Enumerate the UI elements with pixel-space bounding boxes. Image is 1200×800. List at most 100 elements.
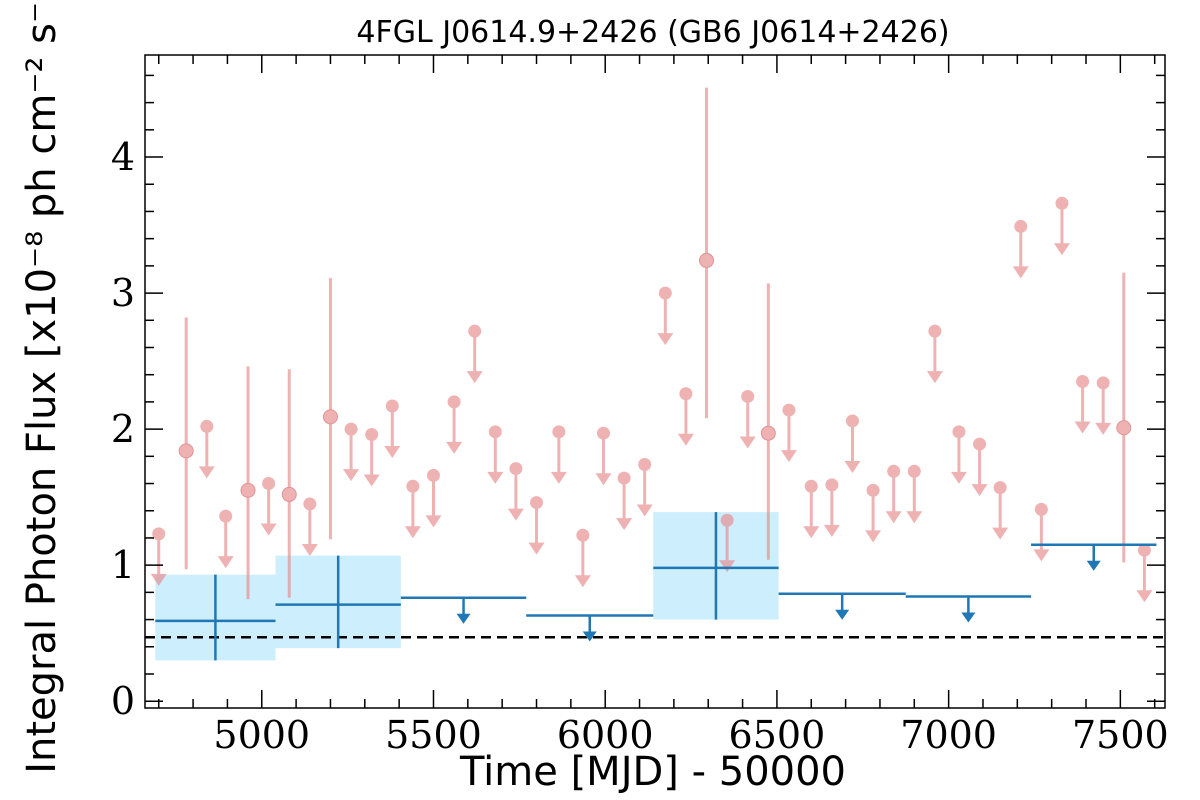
- upper-limit-marker: [1014, 219, 1028, 233]
- upper-limit-arrow: [950, 471, 967, 484]
- upper-limit-marker: [720, 513, 734, 527]
- short-bin-point-40: [992, 481, 1009, 540]
- upper-limit-marker: [638, 457, 652, 471]
- x-tick-label: 5000: [213, 713, 310, 757]
- upper-limit-marker: [845, 414, 859, 428]
- long-bin-ul-arrow: [961, 612, 976, 623]
- upper-limit-marker: [488, 425, 502, 439]
- upper-limit-arrow: [1074, 421, 1091, 434]
- long-bin-ul-arrow: [456, 613, 471, 624]
- long-bin-0: [155, 574, 276, 661]
- upper-limit-arrow: [677, 433, 694, 446]
- short-bin-point-23: [636, 457, 653, 517]
- short-bin-point-35: [885, 464, 902, 524]
- upper-limit-arrow: [384, 445, 401, 458]
- long-bin-ul-arrow: [582, 631, 597, 642]
- upper-limit-arrow: [992, 527, 1009, 540]
- upper-limit-marker: [741, 389, 755, 403]
- upper-limit-marker: [219, 509, 233, 523]
- upper-limit-arrow: [507, 508, 524, 521]
- upper-limit-arrow: [739, 436, 756, 449]
- upper-limit-marker: [552, 425, 566, 439]
- short-bin-point-42: [1033, 502, 1050, 562]
- upper-limit-arrow: [823, 524, 840, 537]
- short-bin-point-32: [823, 478, 840, 537]
- short-bin-point-20: [574, 528, 591, 588]
- upper-limit-marker: [1137, 543, 1151, 557]
- upper-limit-arrow: [198, 466, 215, 479]
- short-bin-point-41: [1012, 219, 1029, 279]
- upper-limit-arrow: [528, 542, 545, 555]
- upper-limit-marker: [468, 324, 482, 338]
- upper-limit-marker: [825, 478, 839, 492]
- long-bin-ul-arrow: [1086, 560, 1101, 571]
- long-bin-2: [400, 596, 527, 624]
- short-bin-point-46: [1116, 272, 1132, 563]
- upper-limit-arrow: [425, 515, 442, 528]
- short-bin-point-27: [719, 513, 736, 573]
- short-bin-point-3: [217, 509, 234, 569]
- chart-axes: 0 1 2 3 4 5000 5500 6000 6500 7000 7500: [111, 54, 1169, 757]
- short-bin-point-14: [446, 395, 463, 454]
- data-point-marker: [760, 425, 776, 441]
- short-bin-point-26: [699, 87, 715, 419]
- upper-limit-arrow: [657, 333, 674, 346]
- upper-limit-marker: [385, 399, 399, 413]
- long-bin-5: [778, 592, 906, 620]
- short-bin-point-1: [178, 317, 194, 570]
- upper-limit-marker: [530, 496, 544, 510]
- long-bin-7: [1031, 543, 1157, 571]
- short-bin-point-18: [528, 496, 545, 555]
- upper-limit-arrow: [926, 371, 943, 384]
- upper-limit-marker: [509, 462, 523, 476]
- short-bin-point-21: [595, 426, 612, 486]
- upper-limit-arrow: [803, 526, 820, 539]
- upper-limit-arrow: [404, 526, 421, 539]
- short-bin-point-36: [906, 464, 923, 524]
- upper-limit-arrow: [971, 484, 988, 497]
- upper-limit-marker: [303, 497, 317, 511]
- short-bin-point-22: [616, 471, 633, 531]
- chart-marks: [145, 87, 1165, 661]
- chart-title: 4FGL J0614.9+2426 (GB6 J0614+2426): [356, 15, 949, 50]
- upper-limit-arrow: [574, 575, 591, 588]
- plot-frame: [144, 54, 1166, 709]
- short-bin-point-12: [404, 479, 421, 539]
- upper-limit-marker: [928, 324, 942, 338]
- short-bin-point-28: [739, 389, 756, 449]
- upper-limit-arrow: [885, 511, 902, 524]
- upper-limit-arrow: [550, 471, 567, 484]
- short-bin-point-19: [550, 425, 567, 484]
- upper-limit-arrow: [260, 523, 277, 536]
- short-bin-point-15: [466, 324, 483, 384]
- short-bin-point-17: [507, 462, 524, 521]
- upper-limit-arrow: [150, 573, 167, 586]
- upper-limit-arrow: [301, 543, 318, 556]
- short-bin-point-2: [198, 419, 215, 479]
- long-bin-3: [526, 614, 654, 642]
- upper-limit-arrow: [865, 530, 882, 543]
- short-bin-point-34: [865, 483, 882, 543]
- x-tick-label: 7000: [900, 713, 997, 757]
- upper-limit-arrow: [616, 518, 633, 531]
- short-bin-point-38: [950, 425, 967, 484]
- short-bin-point-11: [384, 399, 401, 458]
- upper-limit-marker: [782, 403, 796, 417]
- short-bin-point-31: [803, 479, 820, 539]
- upper-limit-marker: [804, 479, 818, 493]
- data-point-marker: [1116, 420, 1132, 436]
- short-bin-point-6: [281, 369, 297, 598]
- upper-limit-arrow: [636, 504, 653, 517]
- upper-limit-marker: [679, 387, 693, 401]
- upper-limit-arrow: [363, 474, 380, 487]
- upper-limit-arrow: [1033, 549, 1050, 562]
- short-bin-point-0: [150, 527, 167, 586]
- upper-limit-arrow: [906, 511, 923, 524]
- upper-limit-arrow: [487, 471, 504, 484]
- long-bin-1: [275, 555, 401, 649]
- short-bin-point-47: [1136, 543, 1153, 603]
- x-tick-label: 5500: [385, 713, 482, 757]
- upper-limit-arrow: [446, 441, 463, 454]
- y-tick-label: 4: [111, 135, 135, 179]
